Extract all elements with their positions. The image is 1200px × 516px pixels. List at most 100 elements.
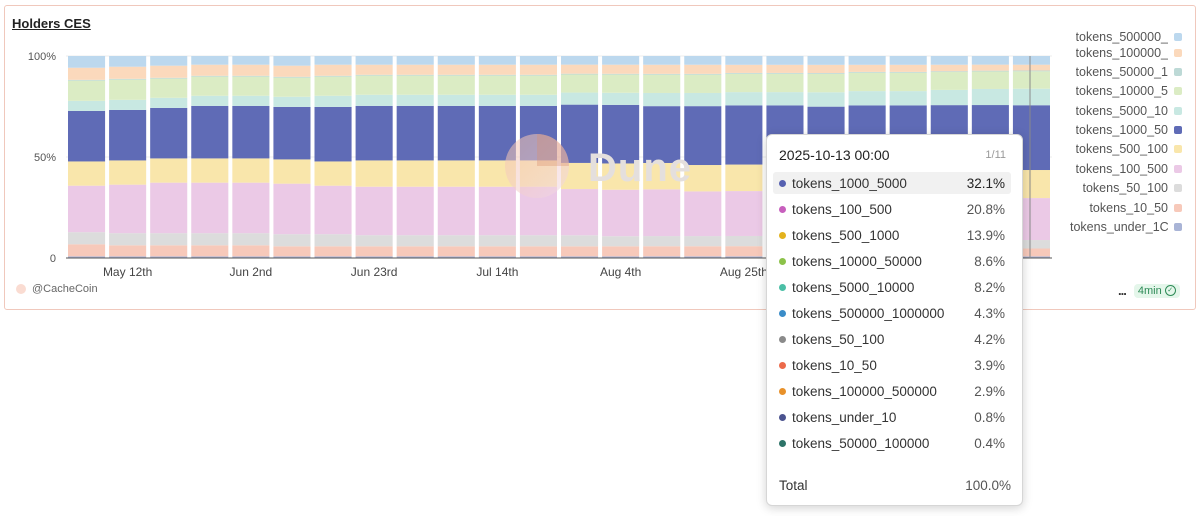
bar-stack (273, 56, 311, 258)
bar-segment (807, 64, 845, 74)
bar-stack (684, 56, 722, 258)
author-credit[interactable]: @CacheCoin (16, 283, 98, 295)
bar-segment (191, 182, 229, 234)
tooltip-series-name: tokens_500000_1000000 (792, 305, 945, 321)
bar-segment (232, 158, 270, 183)
chart-tooltip: 2025-10-13 00:00 1/11 tokens_1000_5000 32… (766, 134, 1023, 506)
bar-segment (437, 74, 475, 76)
bar-segment (232, 64, 270, 76)
bar-segment (314, 75, 352, 77)
legend-item[interactable]: tokens_1000_50 (1076, 121, 1182, 139)
bar-segment (1012, 256, 1050, 258)
tooltip-series-value: 20.8% (966, 201, 1005, 217)
bar-segment (519, 246, 557, 257)
series-dot-icon (779, 335, 786, 343)
bar-segment (766, 92, 804, 106)
bar-segment (1012, 240, 1050, 249)
bar-segment (478, 235, 516, 247)
chart-title[interactable]: Holders CES (12, 16, 91, 31)
series-dot-icon (779, 257, 786, 265)
bar-segment (848, 91, 886, 106)
bar-segment (355, 105, 393, 161)
bar-segment (232, 182, 270, 234)
bar-stack (396, 56, 434, 258)
bar-segment (930, 89, 968, 106)
bar-segment (561, 74, 599, 93)
bar-segment (355, 56, 393, 65)
legend-item[interactable]: tokens_50_100 (1083, 179, 1182, 197)
bar-segment (437, 246, 475, 257)
bar-segment (150, 78, 188, 98)
bar-segment (437, 186, 475, 236)
legend-label: tokens_50000_1 (1075, 65, 1168, 79)
bar-segment (725, 73, 763, 93)
legend-label: tokens_10000_5 (1075, 84, 1168, 98)
bar-segment (561, 256, 599, 258)
x-tick-label: Jul 14th (476, 265, 518, 279)
bar-segment (273, 256, 311, 258)
bar-segment (396, 256, 434, 258)
tooltip-series-value: 0.4% (974, 435, 1005, 451)
bar-segment (191, 105, 229, 159)
bar-segment (561, 73, 599, 75)
series-dot-icon (779, 439, 786, 447)
dune-watermark-logo (505, 134, 569, 198)
bar-segment (889, 91, 927, 106)
bar-segment (355, 256, 393, 258)
bar-segment (68, 67, 106, 80)
refresh-badge[interactable]: 4min ✓ (1133, 283, 1180, 298)
tooltip-series-value: 13.9% (966, 227, 1005, 243)
bar-segment (478, 256, 516, 258)
bar-segment (109, 256, 147, 258)
tooltip-total-row: Total 100.0% (779, 478, 1011, 493)
more-options-button[interactable]: ... (1118, 283, 1127, 298)
x-tick-label: Jun 23rd (351, 265, 398, 279)
bar-segment (314, 95, 352, 107)
bar-segment (519, 74, 557, 76)
bar-segment (684, 74, 722, 93)
legend-item[interactable]: tokens_50000_1 (1076, 63, 1182, 81)
bar-segment (725, 191, 763, 236)
bar-segment (519, 64, 557, 75)
legend-item[interactable]: tokens_500000_ (1076, 30, 1182, 46)
tooltip-page-indicator: 1/11 (985, 149, 1006, 161)
legend-swatch (1174, 184, 1182, 192)
bar-segment (478, 246, 516, 257)
bar-segment (355, 160, 393, 187)
tooltip-series-value: 8.6% (974, 253, 1005, 269)
bar-segment (437, 235, 475, 247)
bar-segment (437, 56, 475, 65)
bar-segment (602, 236, 640, 247)
legend-item[interactable]: tokens_under_1C (1070, 218, 1182, 236)
legend-item[interactable]: tokens_100000_ (1076, 44, 1182, 62)
bar-segment (478, 56, 516, 65)
legend-item[interactable]: tokens_5000_10 (1076, 102, 1182, 120)
bar-segment (437, 105, 475, 161)
tooltip-series-value: 8.2% (974, 279, 1005, 295)
bar-segment (109, 99, 147, 110)
bar-segment (396, 105, 434, 161)
bar-stack (191, 56, 229, 258)
bar-segment (109, 78, 147, 80)
bar-segment (355, 75, 393, 95)
y-tick-label: 50% (34, 152, 56, 164)
bar-segment (232, 95, 270, 106)
bar-segment (191, 64, 229, 76)
bar-segment (273, 183, 311, 235)
bar-segment (684, 236, 722, 247)
legend-item[interactable]: tokens_500_100 (1076, 140, 1182, 158)
bar-segment (273, 246, 311, 257)
bar-segment (602, 56, 640, 65)
author-avatar (16, 284, 26, 294)
bar-segment (273, 76, 311, 78)
bar-segment (150, 77, 188, 79)
bar-segment (1012, 70, 1050, 72)
legend-swatch (1174, 126, 1182, 134)
legend-item[interactable]: tokens_100_500 (1076, 160, 1182, 178)
legend-swatch (1174, 165, 1182, 173)
bar-segment (355, 235, 393, 247)
legend-item[interactable]: tokens_10000_5 (1076, 82, 1182, 100)
legend-item[interactable]: tokens_10_50 (1089, 199, 1182, 217)
bar-segment (191, 233, 229, 246)
bar-stack (725, 56, 763, 258)
